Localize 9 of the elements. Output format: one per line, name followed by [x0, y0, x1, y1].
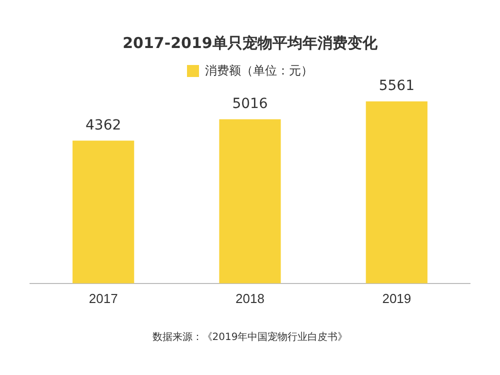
data-label: 4362 — [86, 117, 122, 134]
x-tick-label: 2017 — [88, 290, 118, 306]
x-tick-label: 2019 — [382, 290, 412, 306]
chart-title: 2017-2019单只宠物平均年消费变化 — [122, 34, 378, 53]
x-tick-label: 2018 — [236, 290, 264, 306]
data-label: 5016 — [232, 96, 268, 112]
data-label: 5561 — [378, 78, 414, 94]
source-note: 数据来源：《2019年中国宠物行业白皮书》 — [151, 330, 349, 344]
legend-label: 消费额（单位：元） — [205, 63, 313, 78]
